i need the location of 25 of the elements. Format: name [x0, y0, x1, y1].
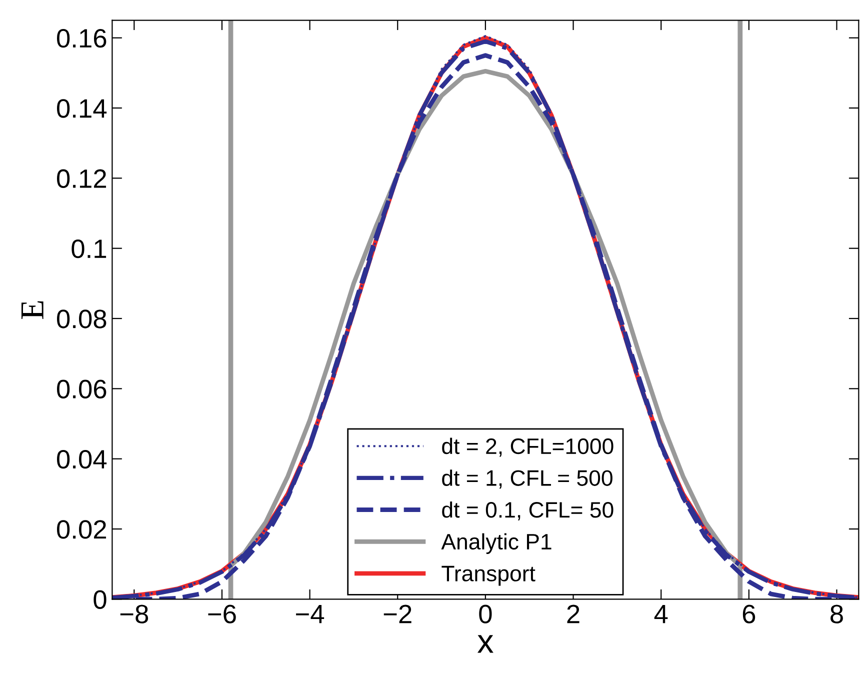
- y-tick-label: 0: [94, 590, 106, 609]
- x-axis-title: x: [477, 635, 494, 653]
- x-tick-label: 0: [479, 604, 492, 624]
- legend-label: dt = 0.1, CFL= 50: [442, 501, 614, 520]
- y-tick-label: 0.08: [57, 310, 106, 328]
- x-tick-label: 8: [830, 604, 843, 624]
- y-tick-label: 0.16: [57, 28, 106, 48]
- y-tick-label: 0.06: [57, 380, 106, 398]
- x-tick-label: −8: [120, 604, 148, 624]
- y-axis-title: E: [21, 301, 44, 319]
- x-tick-label: −2: [384, 604, 412, 624]
- y-tick-label: 0.12: [57, 169, 106, 188]
- x-tick-label: 2: [567, 604, 580, 624]
- x-tick-label: −6: [208, 604, 236, 624]
- y-tick-label: 0.04: [57, 450, 107, 469]
- y-tick-label: 0.14: [57, 99, 107, 118]
- legend-label: Transport: [442, 566, 536, 586]
- legend-label: Analytic P1: [441, 533, 552, 554]
- legend-label: dt = 1, CFL = 500: [442, 470, 612, 489]
- y-tick-label: 0.02: [57, 520, 106, 539]
- x-tick-label: 4: [654, 604, 668, 624]
- x-tick-label: −4: [296, 604, 324, 624]
- y-tick-label: 0.1: [72, 239, 106, 258]
- x-tick-label: 6: [742, 604, 756, 624]
- legend-label: dt = 2, CFL=1000: [442, 438, 614, 457]
